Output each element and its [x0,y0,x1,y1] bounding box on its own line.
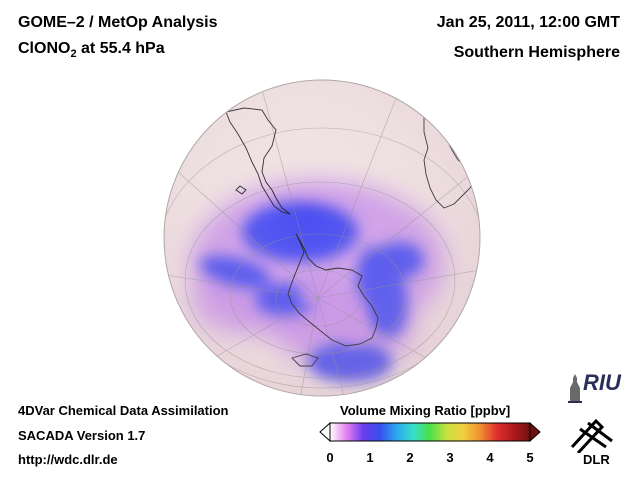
colorbar-tick-label: 2 [406,450,414,465]
globe-limb [163,79,481,397]
dlr-logo-text: DLR [583,452,610,467]
colorbar-min-arrow [319,421,331,443]
footer-url: http://wdc.dlr.de [18,452,118,467]
riu-logo-icon [568,374,582,403]
colorbar [319,421,541,443]
colorbar-tick-label: 5 [526,450,534,465]
dlr-logo-icon [570,418,613,453]
colorbar-gradient [329,422,531,442]
colorbar-tick-label: 4 [486,450,494,465]
colorbar-tick-label: 0 [326,450,334,465]
colorbar-tick-label: 1 [366,450,374,465]
footer-method: 4DVar Chemical Data Assimilation [18,403,229,418]
species-base: ClONO [18,40,71,57]
footer-version: SACADA Version 1.7 [18,428,146,443]
colorbar-title: Volume Mixing Ratio [ppbv] [340,403,511,418]
species-label: ClONO2 at 55.4 hPa [18,40,165,60]
date-label: Jan 25, 2011, 12:00 GMT [436,14,620,31]
map-title: GOME–2 / MetOp Analysis [18,14,218,31]
colorbar-tick-label: 3 [446,450,454,465]
colorbar-max-arrow [529,421,541,443]
species-subscript: 2 [70,48,77,61]
region-label: Southern Hemisphere [453,44,620,61]
riu-logo-text: RIU [583,370,621,395]
species-level: at 55.4 hPa [76,40,165,57]
